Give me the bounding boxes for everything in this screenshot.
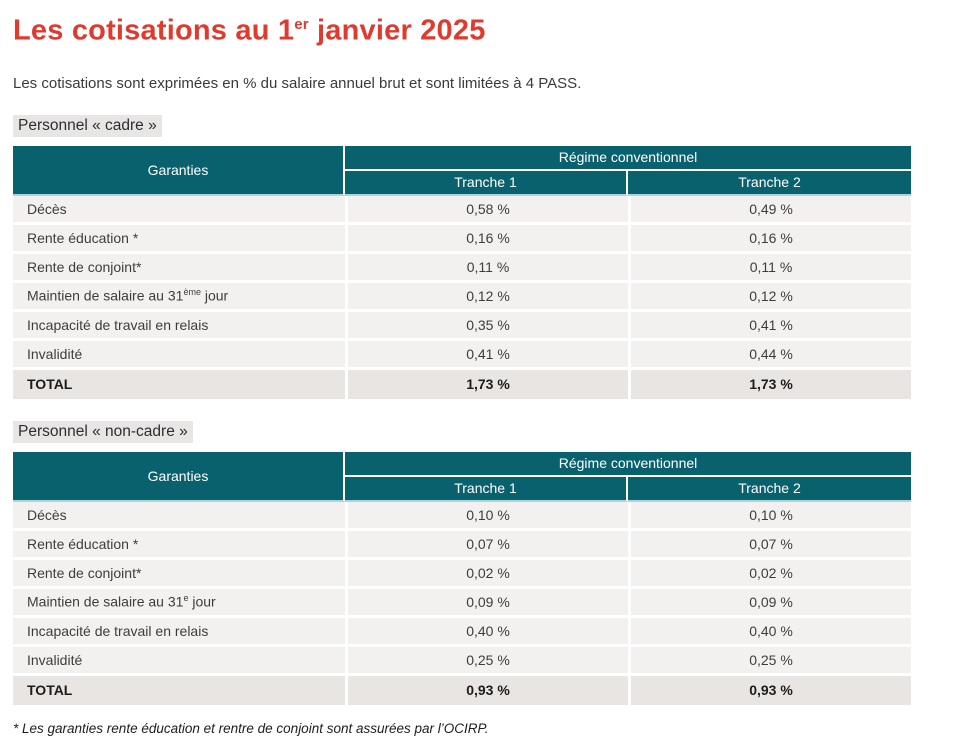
ordinal-superscript: e <box>183 593 189 604</box>
table-row: Maintien de salaire au 31ème jour 0,12 %… <box>13 282 911 312</box>
tranche1-value: 0,02 % <box>345 559 628 589</box>
tranche1-value: 0,40 % <box>345 617 628 647</box>
table-non-cadre-header: Garanties Régime conventionnel Tranche 1… <box>13 451 911 502</box>
page-title-text: Les cotisations au 1 <box>13 14 295 47</box>
page-title-superscript: er <box>294 16 309 33</box>
column-header-regime-conventionnel: Régime conventionnel <box>345 145 911 171</box>
garantie-label: Rente de conjoint* <box>13 253 345 283</box>
tranche2-value: 0,49 % <box>628 195 911 225</box>
garantie-label-text-end: jour <box>200 287 229 304</box>
footnote: * Les garanties rente éducation et rentr… <box>13 720 489 736</box>
garantie-label: Décès <box>13 501 345 531</box>
section-label-non-cadre: Personnel « non-cadre » <box>13 420 193 443</box>
table-row: Maintien de salaire au 31e jour 0,09 % 0… <box>13 588 911 618</box>
tranche2-value: 0,02 % <box>628 559 911 589</box>
table-row: Rente de conjoint* 0,02 % 0,02 % <box>13 559 911 589</box>
section-cadre: Personnel « cadre » Garanties Régime con… <box>13 93 911 399</box>
total-tranche2-value: 0,93 % <box>628 675 911 705</box>
tranche2-value: 0,07 % <box>628 530 911 560</box>
table-row: Rente de conjoint* 0,11 % 0,11 % <box>13 253 911 283</box>
tranche2-value: 0,11 % <box>628 253 911 283</box>
total-row: TOTAL 0,93 % 0,93 % <box>13 675 911 705</box>
column-header-garanties: Garanties <box>13 145 345 196</box>
tranche1-value: 0,11 % <box>345 253 628 283</box>
ordinal-superscript: ème <box>183 287 201 298</box>
garantie-label: Rente de conjoint* <box>13 559 345 589</box>
subtitle: Les cotisations sont exprimées en % du s… <box>13 74 582 92</box>
page-title-text-end: janvier 2025 <box>308 14 486 47</box>
tranche2-value: 0,09 % <box>628 588 911 618</box>
page-title: Les cotisations au 1er janvier 2025 <box>13 8 911 48</box>
tranche1-value: 0,07 % <box>345 530 628 560</box>
header-row-tranches: Tranche 1 Tranche 2 <box>13 170 911 196</box>
tranche1-value: 0,58 % <box>345 195 628 225</box>
garantie-label: Incapacité de travail en relais <box>13 617 345 647</box>
garantie-label: Décès <box>13 195 345 225</box>
tranche1-value: 0,09 % <box>345 588 628 618</box>
tranche1-value: 0,12 % <box>345 282 628 312</box>
garantie-label: Incapacité de travail en relais <box>13 311 345 341</box>
total-tranche1-value: 0,93 % <box>345 675 628 705</box>
column-header-tranche1: Tranche 1 <box>345 170 628 196</box>
column-header-regime-conventionnel: Régime conventionnel <box>345 451 911 477</box>
table-row: Invalidité 0,25 % 0,25 % <box>13 646 911 676</box>
total-label: TOTAL <box>13 675 345 705</box>
total-row: TOTAL 1,73 % 1,73 % <box>13 369 911 399</box>
garantie-label: Invalidité <box>13 646 345 676</box>
tranche2-value: 0,10 % <box>628 501 911 531</box>
total-tranche1-value: 1,73 % <box>345 369 628 399</box>
section-non-cadre: Personnel « non-cadre » Garanties Régime… <box>13 399 911 705</box>
table-row: Incapacité de travail en relais 0,40 % 0… <box>13 617 911 647</box>
tranche2-value: 0,12 % <box>628 282 911 312</box>
garantie-label-text: Maintien de salaire au 31 <box>27 287 184 304</box>
column-header-tranche1: Tranche 1 <box>345 476 628 502</box>
column-header-tranche2: Tranche 2 <box>628 476 911 502</box>
tranche2-value: 0,44 % <box>628 340 911 370</box>
header-row-tranches: Tranche 1 Tranche 2 <box>13 476 911 502</box>
tranche2-value: 0,25 % <box>628 646 911 676</box>
header-row-group: Garanties Régime conventionnel <box>13 145 911 196</box>
garantie-label: Maintien de salaire au 31e jour <box>13 588 345 618</box>
garantie-label: Rente éducation * <box>13 530 345 560</box>
tranche1-value: 0,10 % <box>345 501 628 531</box>
total-tranche2-value: 1,73 % <box>628 369 911 399</box>
garantie-label-text-end: jour <box>188 593 216 610</box>
table-row: Incapacité de travail en relais 0,35 % 0… <box>13 311 911 341</box>
garantie-label: Maintien de salaire au 31ème jour <box>13 282 345 312</box>
table-row: Rente éducation * 0,16 % 0,16 % <box>13 224 911 254</box>
column-header-tranche2: Tranche 2 <box>628 170 911 196</box>
table-row: Décès 0,10 % 0,10 % <box>13 501 911 531</box>
garantie-label-text: Maintien de salaire au 31 <box>27 593 184 610</box>
table-row: Rente éducation * 0,07 % 0,07 % <box>13 530 911 560</box>
table-row: Invalidité 0,41 % 0,44 % <box>13 340 911 370</box>
tranche2-value: 0,41 % <box>628 311 911 341</box>
tranche1-value: 0,16 % <box>345 224 628 254</box>
column-header-garanties: Garanties <box>13 451 345 502</box>
table-cadre-header: Garanties Régime conventionnel Tranche 1… <box>13 145 911 196</box>
garantie-label: Rente éducation * <box>13 224 345 254</box>
header-row-group: Garanties Régime conventionnel <box>13 451 911 502</box>
section-label-cadre: Personnel « cadre » <box>13 114 162 137</box>
tranche2-value: 0,16 % <box>628 224 911 254</box>
garantie-label: Invalidité <box>13 340 345 370</box>
table-non-cadre: Garanties Régime conventionnel Tranche 1… <box>13 451 911 705</box>
table-cadre: Garanties Régime conventionnel Tranche 1… <box>13 145 911 399</box>
table-row: Décès 0,58 % 0,49 % <box>13 195 911 225</box>
tranche1-value: 0,41 % <box>345 340 628 370</box>
tranche1-value: 0,35 % <box>345 311 628 341</box>
tranche1-value: 0,25 % <box>345 646 628 676</box>
total-label: TOTAL <box>13 369 345 399</box>
tranche2-value: 0,40 % <box>628 617 911 647</box>
